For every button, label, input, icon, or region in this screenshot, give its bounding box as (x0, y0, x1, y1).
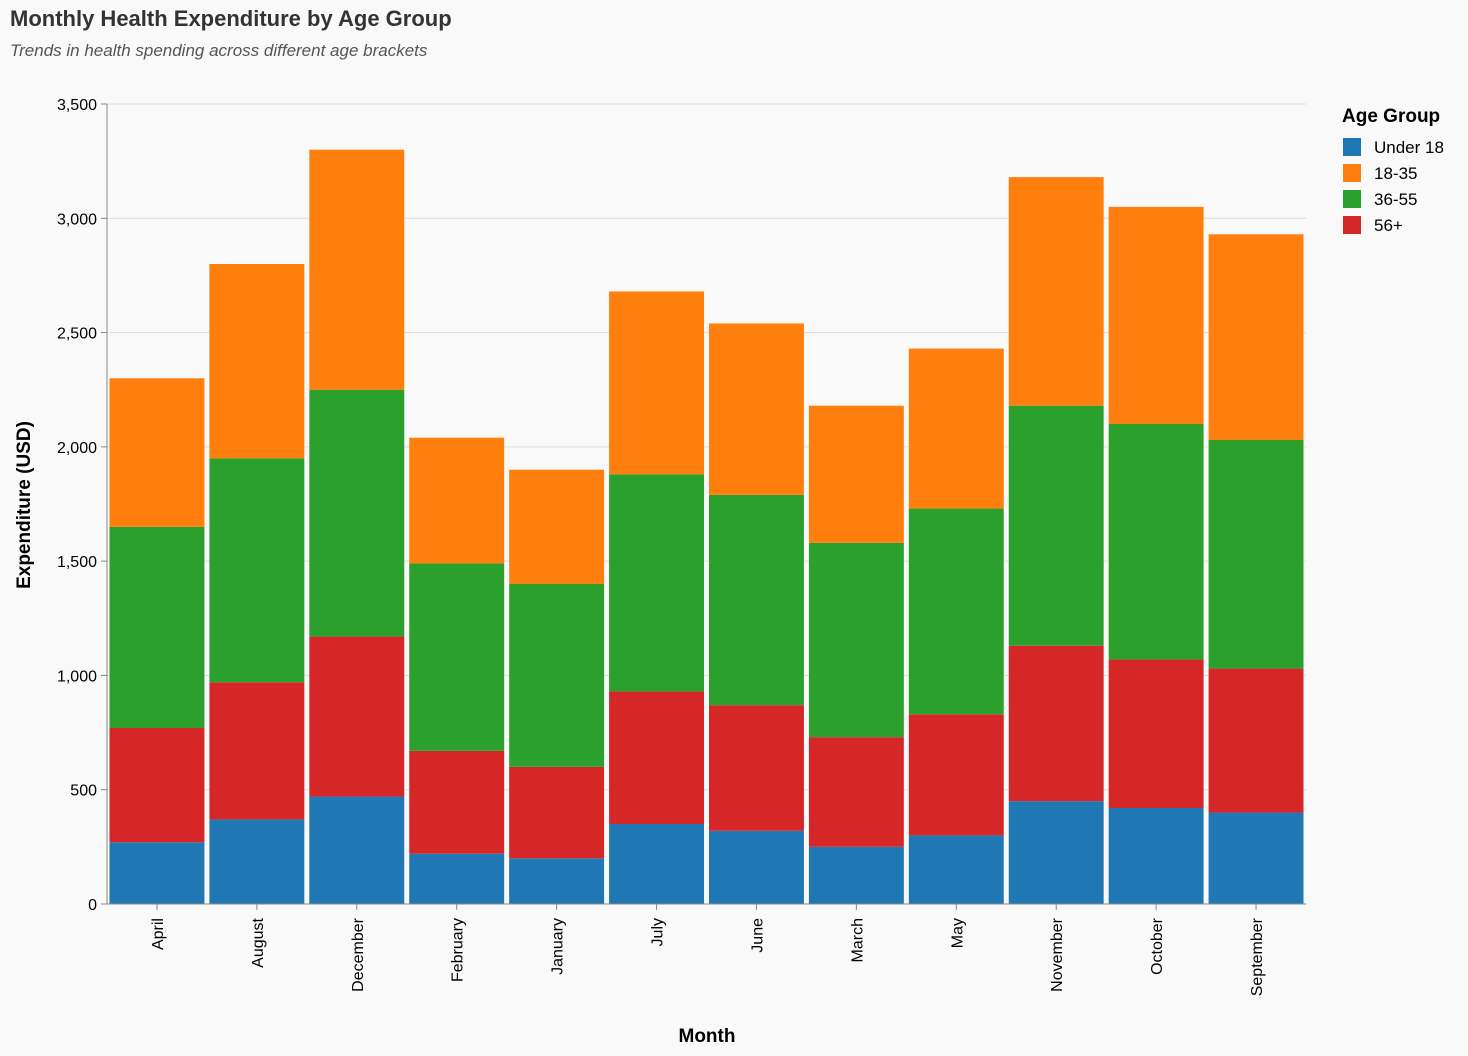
bar-january-under-18 (509, 858, 605, 904)
bar-september-under-18 (1208, 812, 1304, 904)
legend-swatch (1343, 190, 1361, 208)
y-tick-label: 3,500 (57, 97, 97, 114)
bar-october-18-35 (1108, 206, 1204, 424)
legend-label: 18-35 (1374, 164, 1417, 183)
x-tick-label: July (650, 918, 667, 946)
bar-june-18-35 (709, 323, 804, 495)
bar-march-under-18 (808, 846, 904, 904)
bar-marks (109, 149, 1304, 904)
x-tick-label: November (1049, 917, 1066, 991)
bar-july-under-18 (609, 824, 704, 904)
legend: Age Group Under 18 18-35 36-55 56+ (1342, 106, 1444, 235)
bar-june-56- (709, 705, 804, 831)
x-tick-label: June (749, 918, 766, 953)
bar-april-56- (109, 728, 205, 843)
bar-october-56- (1108, 659, 1204, 808)
bar-november-56- (1008, 645, 1104, 802)
bar-may-18-35 (908, 348, 1004, 509)
bar-april-under-18 (109, 842, 205, 904)
x-tick-label: August (250, 917, 267, 967)
x-axis-title: Month (679, 1026, 736, 1047)
legend-title: Age Group (1342, 106, 1440, 127)
bar-may-56- (908, 714, 1004, 836)
bar-july-56- (609, 691, 704, 824)
bar-february-36-55 (409, 563, 505, 751)
bar-march-56- (808, 737, 904, 847)
bar-august-36-55 (209, 458, 305, 683)
bar-september-56- (1208, 668, 1304, 813)
bar-october-under-18 (1108, 808, 1204, 904)
y-tick-label: 2,500 (57, 326, 97, 343)
bar-november-under-18 (1008, 801, 1104, 904)
bar-may-36-55 (908, 508, 1004, 715)
bar-november-36-55 (1008, 405, 1104, 646)
bar-november-18-35 (1008, 177, 1104, 406)
y-tick-label: 0 (88, 897, 97, 914)
legend-swatch (1343, 216, 1361, 234)
bar-december-18-35 (309, 149, 405, 390)
y-axis: 0 500 1,000 1,500 2,000 2,500 3,000 3,500 (57, 97, 108, 914)
bar-january-56- (509, 766, 605, 859)
x-tick-label: January (550, 918, 567, 975)
chart-subtitle: Trends in health spending across differe… (10, 41, 428, 60)
x-tick-label: December (350, 917, 367, 991)
y-tick-label: 1,500 (57, 554, 97, 571)
bar-october-36-55 (1108, 424, 1204, 660)
y-tick-label: 1,000 (57, 668, 97, 685)
y-tick-label: 3,000 (57, 211, 97, 228)
bar-june-under-18 (709, 830, 804, 904)
bar-december-36-55 (309, 389, 405, 637)
bar-december-under-18 (309, 796, 405, 904)
y-tick-label: 500 (70, 783, 97, 800)
x-tick-label: April (150, 918, 167, 950)
y-axis-title: Expenditure (USD) (14, 421, 35, 589)
x-tick-label: March (849, 918, 866, 962)
bar-january-36-55 (509, 584, 605, 767)
bar-september-36-55 (1208, 440, 1304, 669)
chart-title: Monthly Health Expenditure by Age Group (10, 6, 452, 31)
bar-august-under-18 (209, 819, 305, 904)
legend-swatch (1343, 138, 1361, 156)
bar-april-36-55 (109, 526, 205, 728)
bar-july-36-55 (609, 474, 704, 692)
bar-february-18-35 (409, 437, 505, 564)
bar-august-18-35 (209, 264, 305, 459)
bar-march-18-35 (808, 405, 904, 543)
bar-january-18-35 (509, 469, 605, 584)
x-tick-label: October (1149, 917, 1166, 975)
bar-december-56- (309, 636, 405, 797)
legend-label: 36-55 (1374, 190, 1417, 209)
x-tick-label: September (1249, 917, 1266, 996)
bar-september-18-35 (1208, 234, 1304, 440)
bar-august-56- (209, 682, 305, 820)
x-tick-label: May (949, 918, 966, 948)
legend-swatch (1343, 164, 1361, 182)
y-tick-label: 2,000 (57, 440, 97, 457)
x-tick-label: February (450, 918, 467, 982)
legend-label: 56+ (1374, 216, 1403, 235)
legend-label: Under 18 (1374, 138, 1444, 157)
bar-february-56- (409, 750, 505, 854)
bar-july-18-35 (609, 291, 704, 475)
bar-june-36-55 (709, 494, 804, 706)
x-axis: April August December February January July Ju… (107, 903, 1306, 996)
bar-march-36-55 (808, 542, 904, 738)
bar-february-under-18 (409, 853, 505, 904)
bar-april-18-35 (109, 378, 205, 527)
bar-may-under-18 (908, 835, 1004, 904)
